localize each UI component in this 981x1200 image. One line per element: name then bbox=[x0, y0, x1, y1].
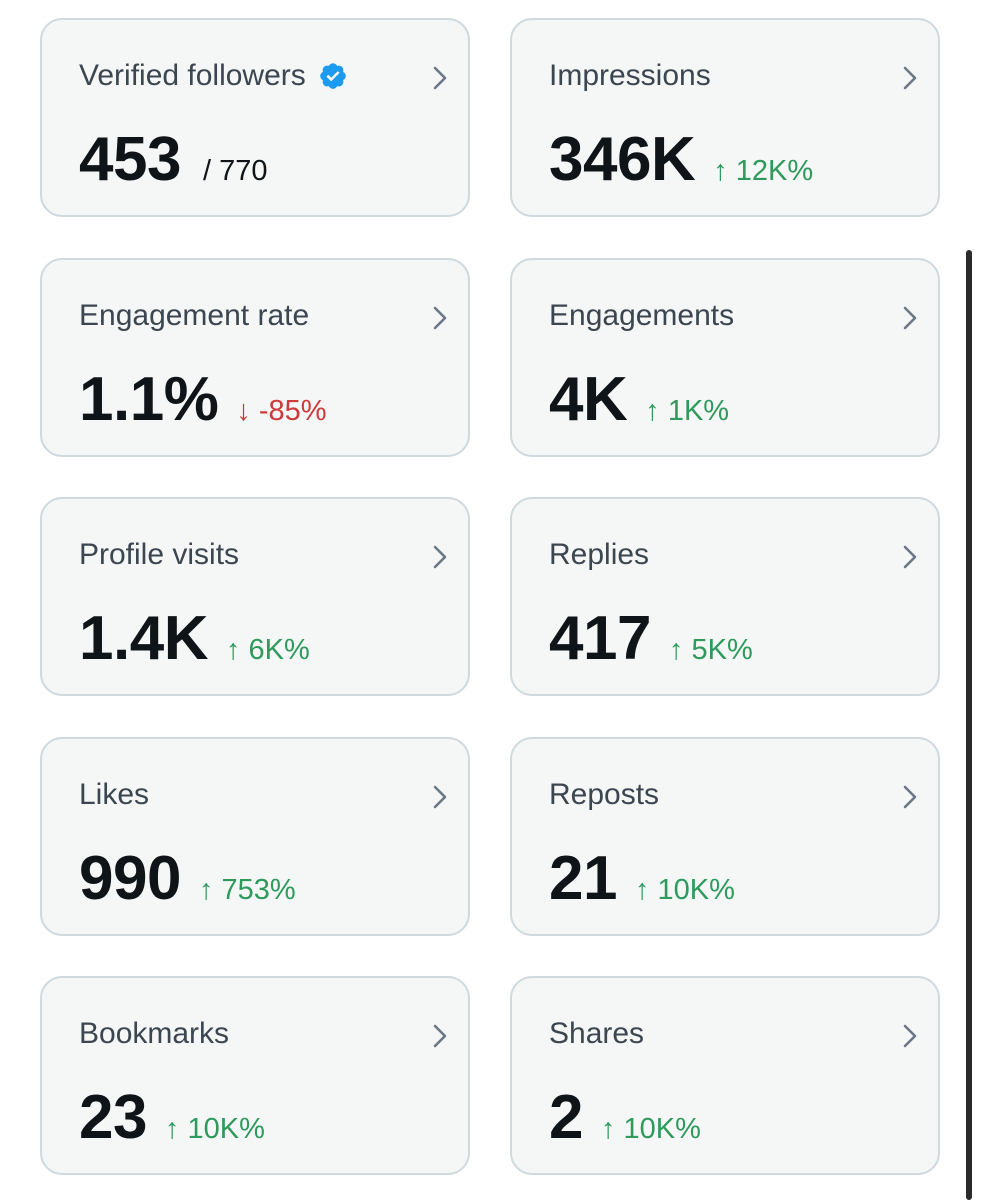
metric-label: Engagements bbox=[549, 299, 735, 332]
metric-value: 453 bbox=[79, 125, 181, 194]
chevron-right-icon bbox=[433, 1024, 447, 1048]
metric-change-up: ↑ 10K% bbox=[164, 1113, 265, 1145]
metric-card-impressions[interactable]: Impressions 346K ↑ 12K% bbox=[510, 18, 940, 217]
chevron-right-icon bbox=[433, 785, 447, 809]
metric-total: / 770 bbox=[202, 155, 268, 187]
scrollbar[interactable] bbox=[966, 250, 972, 1200]
metric-value: 23 bbox=[79, 1083, 147, 1152]
metric-value: 990 bbox=[79, 844, 181, 913]
chevron-right-icon bbox=[433, 545, 447, 569]
metric-label: Replies bbox=[549, 538, 650, 571]
metric-card-replies[interactable]: Replies 417 ↑ 5K% bbox=[510, 497, 940, 696]
metric-value: 4K bbox=[549, 365, 628, 434]
metric-value: 346K bbox=[549, 125, 696, 194]
metric-value-row: 453 / 770 bbox=[79, 124, 267, 196]
metric-change-up: ↑ 1K% bbox=[645, 395, 730, 427]
chevron-right-icon bbox=[903, 785, 917, 809]
chevron-right-icon bbox=[903, 1024, 917, 1048]
metric-value: 417 bbox=[549, 604, 651, 673]
metric-change-up: ↑ 10K% bbox=[600, 1113, 701, 1145]
metric-label: Verified followers bbox=[79, 56, 348, 96]
metric-value-row: 417 ↑ 5K% bbox=[549, 603, 753, 675]
metric-value: 1.4K bbox=[79, 604, 208, 673]
chevron-right-icon bbox=[433, 306, 447, 330]
metric-change-up: ↑ 753% bbox=[198, 874, 296, 906]
metric-card-bookmarks[interactable]: Bookmarks 23 ↑ 10K% bbox=[40, 976, 470, 1175]
chevron-right-icon bbox=[433, 66, 447, 90]
chevron-right-icon bbox=[903, 545, 917, 569]
metric-card-engagements[interactable]: Engagements 4K ↑ 1K% bbox=[510, 258, 940, 457]
chevron-right-icon bbox=[903, 66, 917, 90]
metric-value-row: 1.4K ↑ 6K% bbox=[79, 603, 310, 675]
metric-card-likes[interactable]: Likes 990 ↑ 753% bbox=[40, 737, 470, 936]
metric-change-up: ↑ 5K% bbox=[668, 634, 753, 666]
metric-value: 1.1% bbox=[79, 365, 219, 434]
metric-card-shares[interactable]: Shares 2 ↑ 10K% bbox=[510, 976, 940, 1175]
metric-card-engagement-rate[interactable]: Engagement rate 1.1% ↓ -85% bbox=[40, 258, 470, 457]
metric-value-row: 346K ↑ 12K% bbox=[549, 124, 813, 196]
metric-label: Engagement rate bbox=[79, 299, 310, 332]
metric-value-row: 21 ↑ 10K% bbox=[549, 843, 735, 915]
metric-change-up: ↑ 6K% bbox=[225, 634, 310, 666]
metric-change-up: ↑ 10K% bbox=[634, 874, 735, 906]
metric-label: Shares bbox=[549, 1017, 645, 1050]
metric-value: 21 bbox=[549, 844, 617, 913]
metric-value-row: 23 ↑ 10K% bbox=[79, 1082, 265, 1154]
metric-value-row: 2 ↑ 10K% bbox=[549, 1082, 701, 1154]
metric-change-up: ↑ 12K% bbox=[713, 155, 814, 187]
metric-label: Profile visits bbox=[79, 538, 240, 571]
metric-card-reposts[interactable]: Reposts 21 ↑ 10K% bbox=[510, 737, 940, 936]
metric-label-text: Verified followers bbox=[79, 59, 306, 92]
chevron-right-icon bbox=[903, 306, 917, 330]
metric-label: Likes bbox=[79, 778, 150, 811]
metric-label: Bookmarks bbox=[79, 1017, 230, 1050]
metric-value-row: 990 ↑ 753% bbox=[79, 843, 296, 915]
metric-label: Impressions bbox=[549, 59, 711, 92]
metric-value: 2 bbox=[549, 1083, 583, 1152]
metric-card-profile-visits[interactable]: Profile visits 1.4K ↑ 6K% bbox=[40, 497, 470, 696]
metric-card-verified-followers[interactable]: Verified followers 453 / 770 bbox=[40, 18, 470, 217]
metric-value-row: 1.1% ↓ -85% bbox=[79, 364, 327, 436]
metric-value-row: 4K ↑ 1K% bbox=[549, 364, 729, 436]
verified-badge-icon bbox=[319, 63, 346, 89]
metric-label: Reposts bbox=[549, 778, 660, 811]
metric-change-down: ↓ -85% bbox=[236, 395, 327, 427]
